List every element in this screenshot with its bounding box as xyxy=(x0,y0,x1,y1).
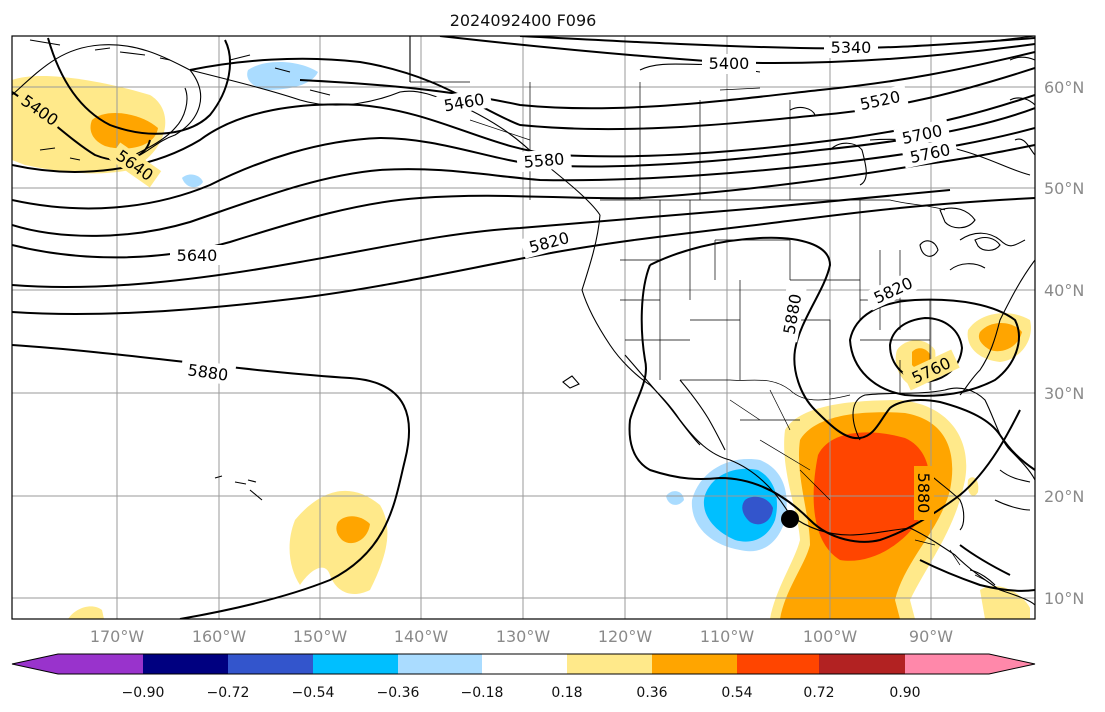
positive-anomaly-gulf-of-alaska-core xyxy=(90,113,158,149)
map-panel: 5340 5400 5400 5460 5520 5580 5640 5640 … xyxy=(12,36,1035,619)
lon-label: 110°W xyxy=(700,627,755,646)
lon-label: 150°W xyxy=(293,627,348,646)
canada-province-borders xyxy=(469,82,791,200)
contour-label: 5640 xyxy=(177,246,218,265)
positive-anomaly-caribbean xyxy=(967,477,979,496)
contour-5640-outer xyxy=(12,107,1035,210)
contour-label: 5340 xyxy=(831,38,872,57)
colorbar-extend-high xyxy=(989,654,1035,674)
gulf-coast xyxy=(852,387,1035,586)
negative-anomaly-bering xyxy=(247,61,318,90)
colorbar-bin xyxy=(482,654,567,674)
lat-label: 30°N xyxy=(1044,384,1084,403)
contour-5640-alaska xyxy=(47,37,231,135)
graticule xyxy=(12,36,1035,619)
latitude-labels: 60°N 50°N 40°N 30°N 20°N 10°N xyxy=(1044,78,1084,608)
colorbar-bin xyxy=(228,654,313,674)
negative-anomaly-small xyxy=(182,174,203,188)
colorbar: −0.90 −0.72 −0.54 −0.36 −0.18 0.18 0.36 … xyxy=(11,653,1036,701)
colorbar-bin xyxy=(819,654,905,674)
colorbar-bin xyxy=(313,654,398,674)
contour-5820 xyxy=(12,189,951,288)
colorbar-bin xyxy=(737,654,819,674)
contour-5880-ridge xyxy=(649,236,1035,471)
colorbar-tick-label: −0.90 xyxy=(122,685,165,701)
us-west-coast xyxy=(581,214,1035,606)
political-borders xyxy=(410,81,986,581)
positive-anomaly-central-pacific-core xyxy=(336,516,370,544)
lon-label: 130°W xyxy=(496,627,551,646)
us-east-coast xyxy=(949,232,1035,396)
great-lakes xyxy=(919,207,1001,257)
colorbar-tick-label: −0.36 xyxy=(377,685,420,701)
colorbar-bin xyxy=(143,654,228,674)
contour-5820-low xyxy=(848,298,1020,397)
contour-label: 5400 xyxy=(709,54,750,73)
small-island xyxy=(562,375,580,389)
colorbar-tick-label: 0.18 xyxy=(551,685,582,701)
contour-label: 5580 xyxy=(523,149,565,171)
lat-label: 20°N xyxy=(1044,487,1084,506)
lon-label: 170°W xyxy=(90,627,145,646)
lat-label: 40°N xyxy=(1044,281,1084,300)
positive-anomaly-south-left xyxy=(68,606,104,619)
lat-label: 50°N xyxy=(1044,179,1084,198)
lat-label: 60°N xyxy=(1044,78,1084,97)
lon-label: 90°W xyxy=(909,627,953,646)
colorbar-extend-low xyxy=(12,654,58,674)
positive-anomaly-central-america xyxy=(980,586,1030,619)
hawaii-islands xyxy=(214,475,263,501)
contour-5880-caribbean xyxy=(919,544,1035,592)
map-title: 2024092400 F096 xyxy=(450,11,597,30)
contour-5880-ridge-west xyxy=(628,264,1021,543)
anomaly-shading xyxy=(12,61,1031,619)
contour-5700 xyxy=(12,127,1035,237)
lon-label: 120°W xyxy=(598,627,653,646)
contour-label: 5880 xyxy=(914,473,933,514)
map-frame xyxy=(11,35,1036,620)
colorbar-tick-label: −0.18 xyxy=(461,685,504,701)
colorbar-bin xyxy=(398,654,482,674)
longitude-labels: 170°W 160°W 150°W 140°W 130°W 120°W 110°… xyxy=(90,627,953,646)
colorbar-tick-label: −0.54 xyxy=(292,685,335,701)
colorbar-tick-label: 0.54 xyxy=(721,685,752,701)
mexico-state-borders xyxy=(729,389,831,501)
colorbar-outline xyxy=(11,653,1036,675)
contour-5340 xyxy=(519,36,1035,50)
positive-anomaly-east-coast-core xyxy=(978,323,1022,352)
negative-anomaly-tiny xyxy=(666,491,684,505)
contour-5580 xyxy=(12,94,1035,173)
lon-label: 160°W xyxy=(192,627,247,646)
us-mexico-border xyxy=(680,379,851,401)
colorbar-bin xyxy=(567,654,652,674)
storm-center-marker xyxy=(781,510,799,528)
central-america-borders xyxy=(914,539,986,581)
lon-label: 100°W xyxy=(803,627,858,646)
alaska-islands xyxy=(29,39,331,161)
colorbar-tick-label: 0.36 xyxy=(636,685,667,701)
us-canada-border xyxy=(410,81,946,211)
colorbar-tick-label: 0.90 xyxy=(889,685,920,701)
lat-label: 10°N xyxy=(1044,589,1084,608)
colorbar-tick-label: 0.72 xyxy=(803,685,834,701)
colorbar-bin xyxy=(652,654,737,674)
colorbar-bin xyxy=(58,654,143,674)
negative-anomaly-mexico-core xyxy=(742,496,773,525)
contour-5820-high xyxy=(12,197,1035,316)
colorbar-tick-label: −0.72 xyxy=(207,685,250,701)
baja-california xyxy=(624,354,726,451)
colorbar-bin xyxy=(905,654,989,674)
lon-label: 140°W xyxy=(394,627,449,646)
positive-anomaly-central-pacific xyxy=(289,490,388,595)
contour-5460 xyxy=(299,51,1035,110)
